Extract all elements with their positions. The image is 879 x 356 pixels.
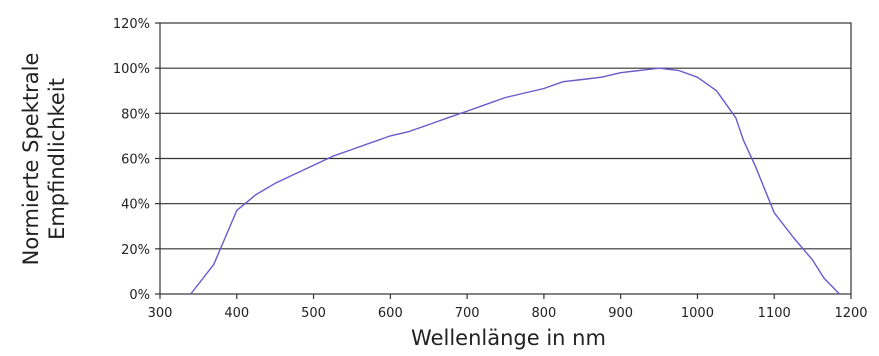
grid [160,67,851,250]
y-tick-label: 100% [113,62,150,77]
x-axis-title: Wellenlänge in nm [411,326,606,350]
x-tick-label: 1000 [681,306,714,321]
x-tick-label: 900 [608,306,633,321]
y-tick-label: 20% [121,243,150,258]
x-axis: 300 400 500 600 700 800 900 1000 1100 1200 [148,294,868,321]
x-tick-label: 300 [148,306,173,321]
y-tick-label: 0% [129,288,150,303]
y-axis-title-line-1: Normierte Spektrale [19,53,43,266]
y-axis-title-line-2: Empfindlichkeit [45,78,69,240]
series-layer [190,67,841,295]
y-tick-label: 80% [121,107,150,122]
x-tick-label: 800 [531,306,556,321]
x-tick-label: 500 [301,306,326,321]
x-tick-label: 1200 [834,306,867,321]
x-tick-label: 700 [455,306,480,321]
x-tick-label: 400 [224,306,249,321]
x-tick-label: 1100 [758,306,791,321]
y-tick-label: 60% [121,153,150,168]
x-tick-label: 600 [378,306,403,321]
y-tick-label: 40% [121,198,150,213]
y-tick-label: 120% [113,17,150,32]
series-line [190,67,841,295]
y-axis: 0% 20% 40% 60% 80% 100% 120% [113,17,160,303]
